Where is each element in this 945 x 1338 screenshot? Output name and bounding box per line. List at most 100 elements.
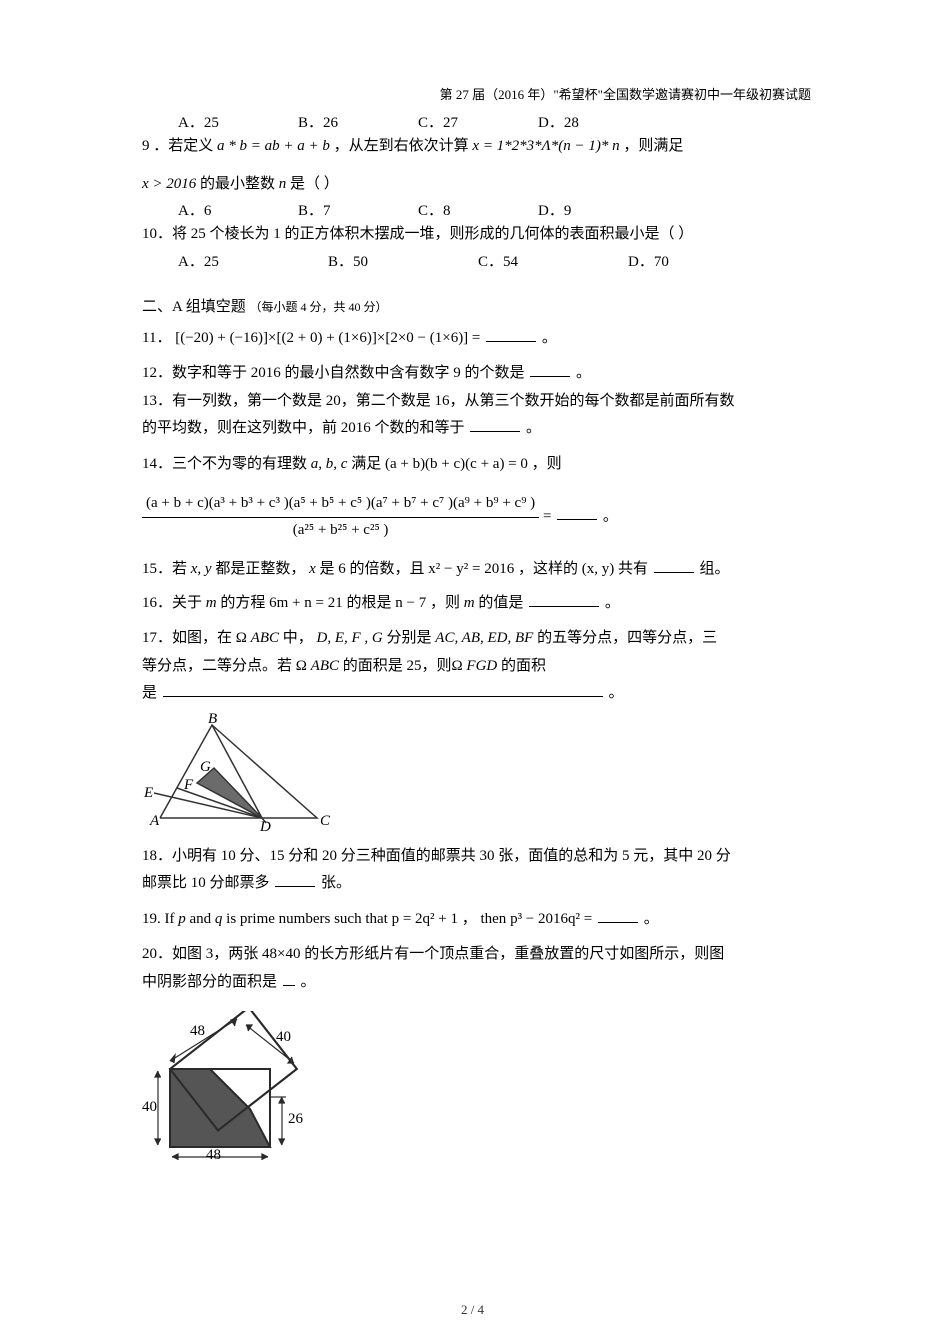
q18-tail: 张。 (321, 875, 351, 891)
q18-l2-text: 邮票比 10 分邮票多 (142, 875, 270, 891)
q9-stem-a: 9 ．若定义 (142, 138, 217, 154)
q19-c: is prime numbers such that (226, 911, 391, 927)
q14-tail: 。 (603, 508, 618, 524)
q11-blank (486, 326, 536, 342)
q16-c: 的根是 (346, 595, 395, 611)
q13-l2-text: 的平均数，则在这列数中，前 2016 个数的和等于 (142, 420, 465, 436)
q14-eq1: (a + b)(b + c)(c + a) = 0 (385, 456, 528, 472)
q8-opt-d: D．28 (538, 111, 658, 132)
q15-d: ，这样的 (518, 561, 582, 577)
q17-c: 分别是 (387, 630, 436, 646)
q12-stem: 12．数字和等于 2016 的最小自然数中含有数字 9 的个数是 (142, 365, 525, 381)
q8-opt-c: C．27 (418, 111, 538, 132)
q16-m3: n − 7 (395, 595, 426, 611)
q15-b: 都是正整数， (215, 561, 305, 577)
q16-m2: 6m + n = 21 (269, 595, 343, 611)
q16-m1: m (206, 595, 217, 611)
q15-a: 15．若 (142, 561, 191, 577)
q9-opt-c: C．8 (418, 199, 538, 220)
q15-m4: (x, y) (582, 561, 615, 577)
q17-label-A: A (149, 813, 160, 829)
q9-math1: a * b = ab + a + b (217, 138, 330, 154)
q8-options: A．25 B．26 C．27 D．28 (142, 111, 815, 132)
q12: 12．数字和等于 2016 的最小自然数中含有数字 9 的个数是 。 (142, 361, 815, 387)
q17-l2m2: FGD (466, 658, 497, 674)
q14-den: (a²⁵ + b²⁵ + c²⁵ ) (142, 518, 539, 544)
q19-d: ， then (462, 911, 510, 927)
section-a-sub: （每小题 4 分，共 40 分） (250, 300, 388, 314)
q13-blank (470, 416, 520, 432)
q17-l2: 等分点，二等分点。若 Ω ABC 的面积是 25，则Ω FGD 的面积 (142, 654, 815, 680)
q9-opt-d: D．9 (538, 199, 658, 220)
q17-l2a: 等分点，二等分点。若 Ω (142, 658, 307, 674)
q11-expr: [(−20) + (−16)]×[(2 + 0) + (1×6)]×[2×0 −… (175, 330, 480, 346)
q20-l2: 中阴影部分的面积是 。 (142, 970, 815, 996)
q10-opt-c: C．54 (478, 250, 628, 271)
q19-blank (598, 907, 638, 923)
q10-stem: 10．将 25 个棱长为 1 的正方体积木摆成一堆，则形成的几何体的表面积最小是… (142, 222, 815, 248)
q15-e: 共有 (618, 561, 648, 577)
q19-m2: q (215, 911, 223, 927)
q17-m1: ABC (251, 630, 279, 646)
q19: 19. If p and q is prime numbers such tha… (142, 907, 815, 933)
q14-l1: 14．三个不为零的有理数 a, b, c 满足 (a + b)(b + c)(c… (142, 452, 815, 478)
q17-l1: 17．如图，在 Ω ABC 中， D, E, F , G 分别是 AC, AB,… (142, 626, 815, 652)
q17-a: 17．如图，在 Ω (142, 630, 247, 646)
section-a-title: 二、A 组填空题 (142, 299, 246, 315)
q16-e: 的值是 (478, 595, 523, 611)
q14-a: 14．三个不为零的有理数 (142, 456, 311, 472)
q15-tail: 组。 (700, 561, 730, 577)
q16-d: ，则 (430, 595, 464, 611)
q19-m4: p³ − 2016q² (510, 911, 580, 927)
q8-opt-b: B．26 (298, 111, 418, 132)
q18-l2: 邮票比 10 分邮票多 张。 (142, 871, 815, 897)
q17-b: 中， (283, 630, 313, 646)
q17-blank (163, 681, 603, 697)
q10-opt-d: D．70 (628, 250, 778, 271)
q15-m2: x (309, 561, 316, 577)
q16-a: 16．关于 (142, 595, 206, 611)
q14-blank (557, 504, 597, 520)
q17-l2m: ABC (311, 658, 339, 674)
q19-m3: p = 2q² + 1 (392, 911, 458, 927)
q9-opt-a: A．6 (178, 199, 298, 220)
q9-stem-c: ，则满足 (623, 138, 683, 154)
q13-l2: 的平均数，则在这列数中，前 2016 个数的和等于 。 (142, 416, 815, 442)
q14-c: ，则 (532, 456, 562, 472)
q12-tail: 。 (576, 365, 591, 381)
q16-blank (529, 591, 599, 607)
q9-stem-b: ，从左到右依次计算 (334, 138, 473, 154)
page-header: 第 27 届（2016 年）"希望杯"全国数学邀请赛初中一年级初赛试题 (142, 84, 815, 103)
q15: 15．若 x, y 都是正整数， x 是 6 的倍数，且 x² − y² = 2… (142, 557, 815, 583)
q13-l1: 13．有一列数，第一个数是 20，第二个数是 16，从第三个数开始的每个数都是前… (142, 389, 815, 415)
q18-l1: 18．小明有 10 分、15 分和 20 分三种面值的邮票共 30 张，面值的总… (142, 844, 815, 870)
q9-l2c: n (279, 176, 287, 192)
q20-blank (283, 970, 295, 986)
q10-options: A．25 B．50 C．54 D．70 (142, 250, 815, 271)
q20-l1: 20．如图 3，两张 48×40 的长方形纸片有一个顶点重合，重叠放置的尺寸如图… (142, 942, 815, 968)
q19-a: 19. If (142, 911, 178, 927)
q16-tail: 。 (605, 595, 620, 611)
q9-l2b: 的最小整数 (200, 176, 279, 192)
q17-l2c: 的面积 (501, 658, 546, 674)
q17-d: 的五等分点，四等分点，三 (537, 630, 717, 646)
q20-label-48bot: 48 (206, 1147, 221, 1161)
q11-num: 11． (142, 330, 171, 346)
q16-m4: m (464, 595, 475, 611)
q20-figure: 48 40 40 26 48 (142, 1011, 815, 1166)
q15-c: 是 6 的倍数，且 (320, 561, 429, 577)
q9-l2a: x > 2016 (142, 176, 196, 192)
q17-label-B: B (208, 713, 217, 727)
q15-m1: x, y (191, 561, 212, 577)
q17-figure: A B C D E F G (142, 713, 815, 838)
q14-eqsign: = (543, 508, 551, 524)
q9-options: A．6 B．7 C．8 D．9 (142, 199, 815, 220)
q16: 16．关于 m 的方程 6m + n = 21 的根是 n − 7 ，则 m 的… (142, 591, 815, 617)
q17-m3: AC, AB, ED, BF (435, 630, 533, 646)
q9-line1: 9 ．若定义 a * b = ab + a + b ，从左到右依次计算 x = … (142, 134, 815, 160)
q9-l2d: 是（ ） (290, 176, 339, 192)
q19-b: and (190, 911, 215, 927)
q9-line2: x > 2016 的最小整数 n 是（ ） (142, 172, 815, 198)
q11: 11． [(−20) + (−16)]×[(2 + 0) + (1×6)]×[2… (142, 326, 815, 352)
q13-tail: 。 (526, 420, 541, 436)
